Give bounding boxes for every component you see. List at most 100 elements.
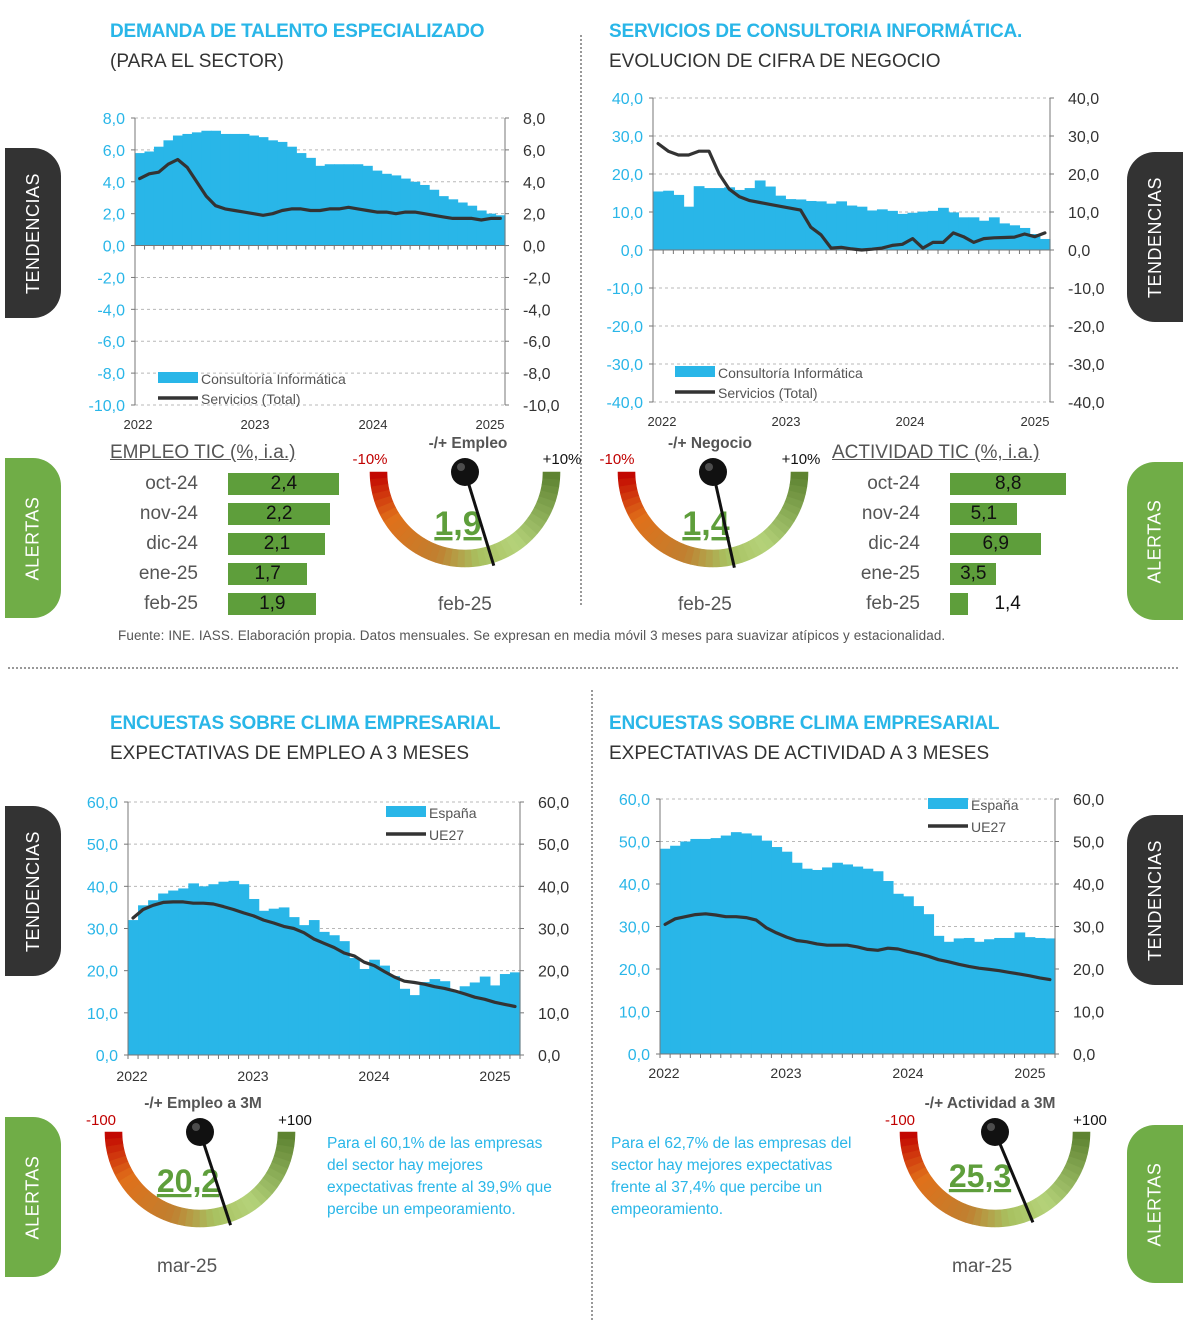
panel2-title: SERVICIOS DE CONSULTORIA INFORMÁTICA. — [609, 21, 1023, 42]
y-tick-label-left: -10,0 — [607, 281, 644, 298]
y-tick-label-right: 2,0 — [523, 207, 545, 224]
gauge-empleo: -/+ Empleo -10% +10% 1,9 — [352, 435, 581, 568]
gauge-arc-segment — [457, 549, 466, 568]
bar — [923, 914, 935, 1054]
y-tick-label-right: 50,0 — [1073, 835, 1104, 852]
x-tick-label: 2023 — [241, 417, 270, 432]
panel4-title: ENCUESTAS SOBRE CLIMA EMPRESARIAL — [609, 713, 1000, 734]
y-tick-label-right: 20,0 — [1068, 167, 1099, 184]
bar — [690, 838, 702, 1054]
gauge-arc-segment — [1072, 1131, 1091, 1140]
bar — [148, 900, 159, 1055]
panel4-subtitle: EXPECTATIVAS DE ACTIVIDAD A 3 MESES — [609, 743, 990, 764]
bar — [188, 883, 199, 1055]
table-row-bar — [950, 593, 969, 615]
bar — [948, 212, 959, 250]
separator-vertical-top — [580, 35, 582, 605]
gauge-arc-segment — [542, 471, 561, 480]
bar — [298, 925, 310, 1055]
y-tick-label-right: -2,0 — [523, 270, 551, 287]
bar — [703, 188, 715, 250]
gauge-arc-segment — [192, 1209, 201, 1228]
table-row-value: 1,7 — [254, 563, 281, 584]
bar — [795, 199, 807, 250]
bar — [933, 935, 945, 1054]
bar — [897, 213, 909, 250]
bar — [1014, 932, 1026, 1054]
bar — [228, 880, 240, 1055]
gauge-empleo-3m: -/+ Empleo a 3M -100 +100 20,2 — [86, 1095, 312, 1228]
y-tick-label-right: -6,0 — [523, 334, 551, 351]
bar — [984, 939, 995, 1054]
y-tick-label-right: 6,0 — [523, 143, 545, 160]
bar — [248, 135, 259, 246]
y-tick-label-left: 50,0 — [87, 837, 118, 854]
y-tick-label-left: 20,0 — [87, 964, 118, 981]
x-tick-label: 2025 — [1014, 1065, 1045, 1081]
table-row-value: 5,1 — [970, 503, 998, 524]
y-tick-label-right: 0,0 — [538, 1048, 560, 1065]
bar — [963, 937, 975, 1054]
y-tick-label-right: 8,0 — [523, 111, 545, 128]
gauge-arc-segment — [987, 1209, 996, 1228]
bar — [449, 990, 461, 1055]
y-tick-label-right: 30,0 — [1068, 129, 1099, 146]
bar — [248, 898, 260, 1055]
bar — [1029, 234, 1041, 250]
x-tick-label: 2023 — [237, 1068, 268, 1084]
chart-cifra-negocio: 40,0 40,0 30,0 30,0 20,0 20,0 10,0 10,0 0,0 0,0 -1… — [607, 91, 1105, 429]
bar — [938, 207, 949, 250]
bar — [927, 210, 939, 250]
gauge-min-label: -100 — [885, 1112, 915, 1129]
bar — [683, 206, 695, 250]
gauge-empleo-date: feb-25 — [438, 594, 492, 615]
separator-horizontal — [8, 667, 1178, 669]
bar — [324, 164, 335, 246]
bar — [700, 838, 712, 1054]
y-tick-label-right: -20,0 — [1068, 319, 1105, 336]
bar — [801, 868, 813, 1054]
gauge-needle — [463, 471, 496, 567]
gauge-hub — [699, 458, 727, 486]
bar — [680, 841, 691, 1054]
bar — [168, 890, 179, 1055]
gauge-min-label: -100 — [86, 1112, 116, 1129]
chart-expectativas-empleo: 60,0 60,0 50,0 50,0 40,0 40,0 30,0 30,0 20,0 20,0… — [87, 795, 569, 1084]
bar — [198, 886, 210, 1055]
bar — [429, 979, 441, 1055]
alertas-tab-right-top: ALERTAS — [1127, 462, 1183, 620]
table-row-label: nov-24 — [139, 503, 198, 524]
bar — [693, 186, 705, 250]
bar — [1004, 937, 1016, 1054]
y-tick-label-right: 10,0 — [1073, 1005, 1104, 1022]
bar — [489, 985, 501, 1055]
gauge-negocio-date: feb-25 — [678, 594, 732, 615]
bar — [210, 130, 221, 246]
bar — [318, 931, 330, 1055]
gauge-hub-highlight — [987, 1123, 995, 1131]
bar — [741, 833, 752, 1054]
gauge-title: -/+ Empleo a 3M — [144, 1095, 262, 1112]
bar — [479, 976, 491, 1055]
bar — [1019, 227, 1031, 250]
table-row-bar — [228, 503, 331, 525]
table-row-bar — [950, 563, 997, 585]
bar — [836, 201, 848, 250]
table-row-value: 2,1 — [263, 533, 291, 554]
gauge-title: -/+ Actividad a 3M — [925, 1095, 1056, 1112]
x-tick-label: 2025 — [476, 417, 505, 432]
y-tick-label-left: 10,0 — [619, 1005, 650, 1022]
bar — [720, 835, 732, 1054]
bar — [653, 191, 664, 250]
gauge-arc-segment — [277, 1131, 296, 1140]
tendencias-tab-left-top: TENDENCIAS — [5, 148, 61, 318]
series-line — [131, 900, 517, 1009]
source-note: Fuente: INE. IASS. Elaboración propia. D… — [118, 628, 946, 643]
y-tick-label-left: 30,0 — [619, 920, 650, 937]
y-tick-label-right: 60,0 — [1073, 792, 1104, 809]
x-tick-label: 2023 — [770, 1065, 801, 1081]
bar — [495, 215, 506, 246]
gauge-value: 1,9 — [434, 505, 481, 543]
gauge-value: 20,2 — [157, 1163, 219, 1199]
y-tick-label-left: -30,0 — [607, 357, 644, 374]
